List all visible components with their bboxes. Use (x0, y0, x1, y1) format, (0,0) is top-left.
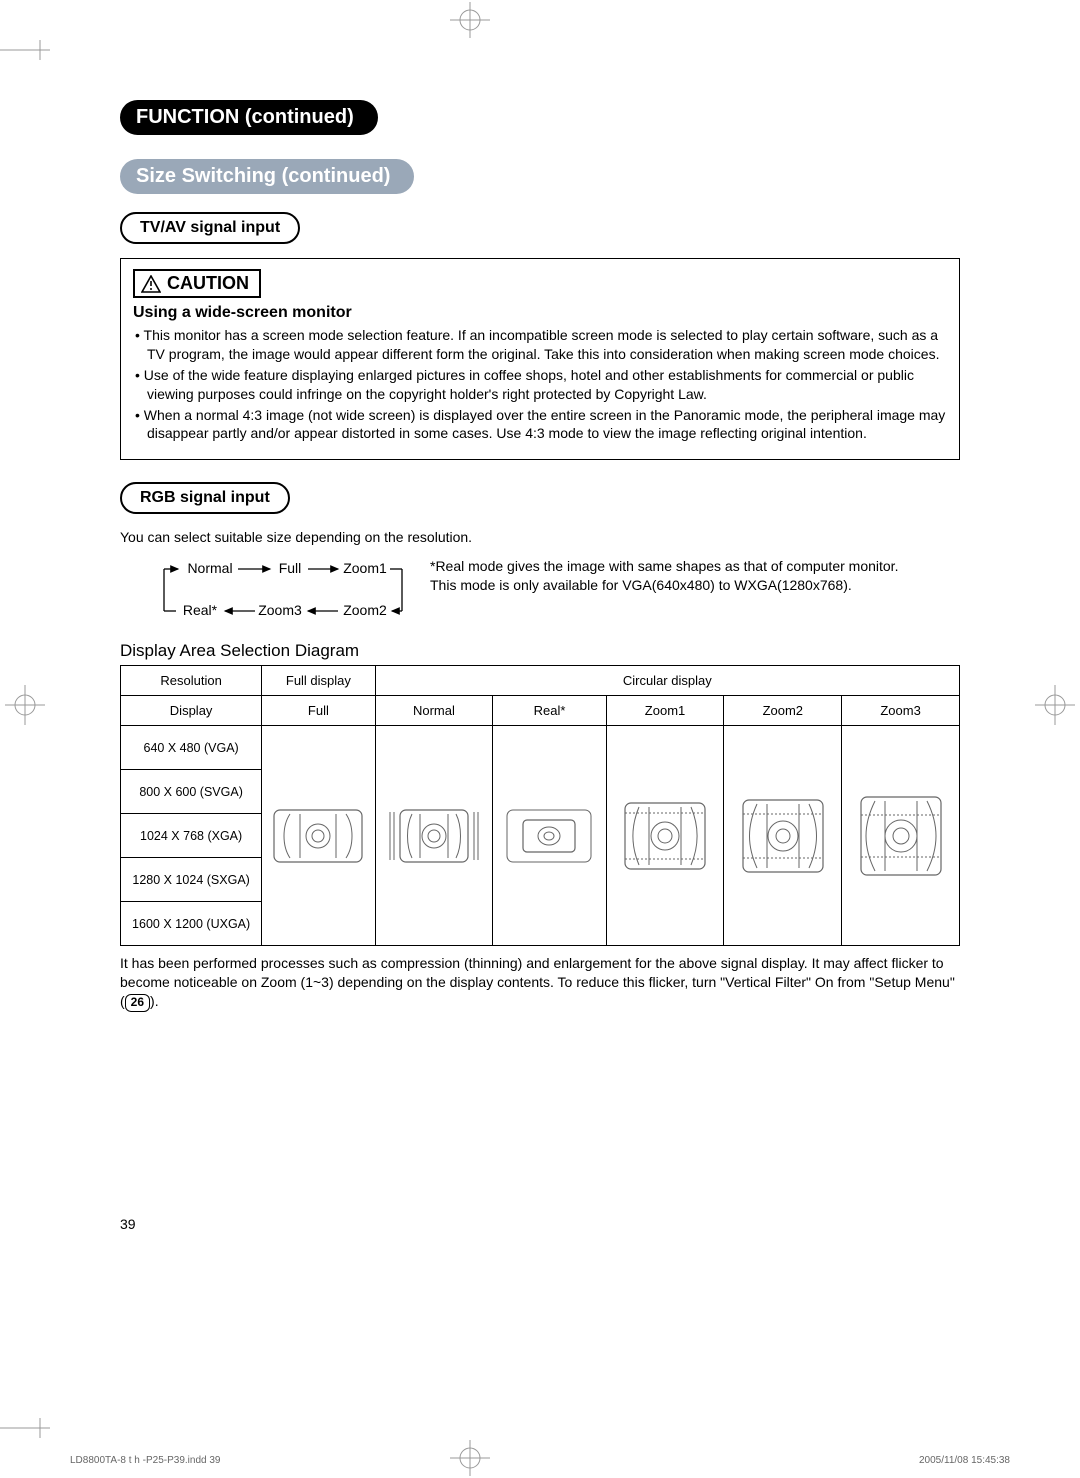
caution-subhead: Using a wide-screen monitor (133, 304, 947, 322)
warning-icon (141, 275, 161, 293)
res-uxga: 1600 X 1200 (UXGA) (121, 902, 262, 946)
footer-paragraph: It has been performed processes such as … (120, 954, 960, 1011)
rgb-intro: You can select suitable size depending o… (120, 528, 960, 547)
heading-size-switching: Size Switching (continued) (120, 159, 414, 194)
heading-tvav: TV/AV signal input (120, 212, 300, 244)
footer-text-2: ). (150, 993, 159, 1009)
th-full-display: Full display (262, 666, 375, 696)
caution-bullet: When a normal 4:3 image (not wide screen… (133, 406, 947, 444)
res-sxga: 1280 X 1024 (SXGA) (121, 858, 262, 902)
caution-bullets: This monitor has a screen mode selection… (133, 326, 947, 443)
icon-full (262, 726, 375, 946)
caution-bullet: Use of the wide feature displaying enlar… (133, 366, 947, 404)
th-display: Display (121, 696, 262, 726)
res-xga: 1024 X 768 (XGA) (121, 814, 262, 858)
th-real: Real* (493, 696, 606, 726)
caution-text: CAUTION (167, 273, 249, 294)
th-normal: Normal (375, 696, 493, 726)
flow-diagram-row: Normal Full Zoom1 Real* Zoom3 Zoom2 *Rea… (120, 557, 960, 627)
page-number: 39 (120, 1216, 136, 1232)
svg-text:Zoom3: Zoom3 (258, 602, 302, 618)
display-area-table: Resolution Full display Circular display… (120, 665, 960, 946)
th-zoom2: Zoom2 (724, 696, 842, 726)
caution-bullet: This monitor has a screen mode selection… (133, 326, 947, 364)
icon-zoom3 (842, 726, 960, 946)
th-resolution: Resolution (121, 666, 262, 696)
caution-label: CAUTION (133, 269, 261, 298)
page-ref-26: 26 (125, 994, 150, 1012)
heading-function: FUNCTION (continued) (120, 100, 378, 135)
icon-normal (375, 726, 493, 946)
real-mode-note: *Real mode gives the image with same sha… (430, 557, 898, 595)
th-circular-display: Circular display (375, 666, 959, 696)
print-footer: LD8800TA-8 t h -P25-P39.indd 39 2005/11/… (70, 1455, 1010, 1466)
footer-text-1: It has been performed processes such as … (120, 955, 955, 1009)
res-vga: 640 X 480 (VGA) (121, 726, 262, 770)
page-content: FUNCTION (continued) Size Switching (con… (120, 100, 960, 1012)
print-file: LD8800TA-8 t h -P25-P39.indd 39 (70, 1455, 220, 1466)
caution-box: CAUTION Using a wide-screen monitor This… (120, 258, 960, 460)
icon-zoom1 (606, 726, 724, 946)
svg-text:Normal: Normal (187, 560, 232, 576)
diagram-title: Display Area Selection Diagram (120, 641, 960, 661)
svg-text:Full: Full (279, 560, 302, 576)
heading-rgb: RGB signal input (120, 482, 290, 514)
icon-real (493, 726, 606, 946)
th-full: Full (262, 696, 375, 726)
res-svga: 800 X 600 (SVGA) (121, 770, 262, 814)
print-timestamp: 2005/11/08 15:45:38 (919, 1455, 1010, 1466)
th-zoom3: Zoom3 (842, 696, 960, 726)
svg-text:Zoom1: Zoom1 (343, 560, 387, 576)
mode-flow-diagram: Normal Full Zoom1 Real* Zoom3 Zoom2 (120, 557, 410, 627)
icon-zoom2 (724, 726, 842, 946)
th-zoom1: Zoom1 (606, 696, 724, 726)
svg-text:Zoom2: Zoom2 (343, 602, 387, 618)
svg-text:Real*: Real* (183, 602, 218, 618)
